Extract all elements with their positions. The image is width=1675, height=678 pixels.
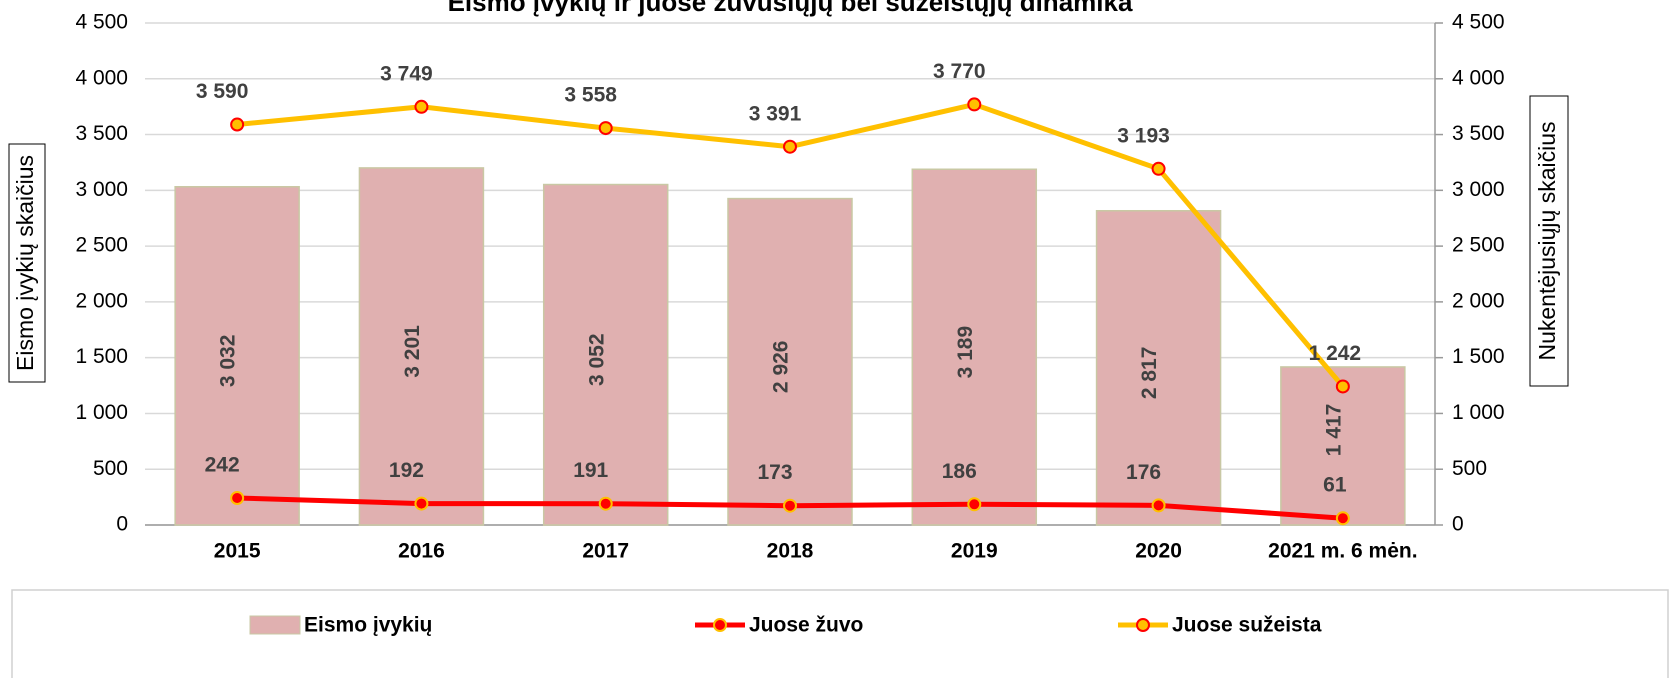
line-marker [783, 498, 797, 513]
line-marker [414, 99, 429, 114]
x-tick-label: 2021 m. 6 mėn. [1268, 540, 1417, 563]
y-tick-label: 4 500 [75, 11, 128, 34]
legend-box [11, 589, 1669, 678]
bar-value-label: 3 032 [217, 335, 240, 388]
y-tick-label: 500 [93, 457, 128, 480]
y2-tick-label: 2 000 [1452, 289, 1505, 312]
y-tick-label: 0 [116, 513, 128, 536]
legend-label: Juose sužeista [1172, 614, 1322, 637]
line-marker [230, 117, 245, 132]
bar [542, 183, 669, 526]
line-value-label: 3 391 [749, 102, 802, 125]
line-marker [1151, 161, 1166, 176]
legend-swatch [249, 615, 301, 635]
bar-value-label: 3 052 [585, 333, 608, 386]
line-marker [598, 121, 613, 136]
y-tick-label: 1 500 [75, 345, 128, 368]
bar-value-label: 2 817 [1138, 347, 1161, 400]
line-marker [1335, 379, 1350, 394]
legend-marker [713, 618, 727, 632]
bar-value-label: 3 201 [401, 325, 424, 378]
y2-tick-label: 0 [1452, 513, 1464, 536]
y-label-box [8, 143, 46, 383]
line-value-label: 186 [942, 460, 977, 483]
y-tick-label: 2 500 [75, 234, 128, 257]
y2-tick-label: 4 000 [1452, 66, 1505, 89]
line-value-label: 191 [573, 459, 608, 482]
x-tick-label: 2016 [398, 540, 445, 563]
y-tick-label: 2 000 [75, 289, 128, 312]
line-marker [1335, 511, 1350, 526]
y2-label-box [1529, 95, 1569, 387]
y2-tick-label: 2 500 [1452, 234, 1505, 257]
y2-tick-label: 1 000 [1452, 401, 1505, 424]
bar [911, 168, 1038, 526]
line-value-label: 176 [1126, 461, 1161, 484]
y-tick-label: 4 000 [75, 66, 128, 89]
bar-value-label: 1 417 [1322, 404, 1345, 457]
x-tick-label: 2017 [582, 540, 629, 563]
bar [1095, 209, 1222, 526]
bar-value-label: 3 189 [954, 326, 977, 379]
line-value-label: 3 558 [564, 84, 617, 107]
line-marker [230, 491, 245, 506]
line-value-label: 242 [205, 454, 240, 477]
x-tick-label: 2019 [951, 540, 998, 563]
line-value-label: 1 242 [1309, 342, 1362, 365]
line-marker [967, 97, 982, 112]
y2-tick-label: 4 500 [1452, 11, 1505, 34]
bar [358, 167, 485, 526]
legend-marker [1136, 618, 1150, 632]
line-marker [598, 496, 613, 511]
bar [727, 197, 853, 526]
chart-title: Eismo įvykių ir juose žuvusiųjų bei suže… [448, 0, 1133, 17]
x-tick-label: 2018 [767, 540, 814, 563]
line-marker [414, 496, 429, 511]
line-value-label: 173 [757, 461, 792, 484]
line-value-label: 192 [389, 459, 424, 482]
bar [174, 186, 300, 526]
y-tick-label: 1 000 [75, 401, 128, 424]
legend-label: Juose žuvo [749, 614, 863, 637]
y2-tick-label: 1 500 [1452, 345, 1505, 368]
line-value-label: 3 749 [380, 62, 433, 85]
line-marker [783, 139, 797, 154]
y2-tick-label: 3 000 [1452, 178, 1505, 201]
y-tick-label: 3 500 [75, 122, 128, 145]
line-value-label: 3 193 [1117, 124, 1170, 147]
line-value-label: 3 590 [196, 80, 249, 103]
bar-value-label: 2 926 [770, 341, 793, 394]
legend-label: Eismo įvykių [304, 614, 432, 637]
line-marker [1151, 498, 1166, 513]
x-tick-label: 2015 [214, 540, 261, 563]
y-tick-label: 3 000 [75, 178, 128, 201]
y2-axis-label: Nukentėjusiųjų skaičius [1534, 121, 1560, 360]
line-value-label: 61 [1323, 474, 1347, 497]
y2-tick-label: 3 500 [1452, 122, 1505, 145]
line-value-label: 3 770 [933, 60, 986, 83]
y2-tick-label: 500 [1452, 457, 1487, 480]
x-tick-label: 2020 [1135, 540, 1182, 563]
y-axis-label: Eismo įvykių skaičius [12, 155, 38, 371]
line-marker [967, 497, 982, 512]
